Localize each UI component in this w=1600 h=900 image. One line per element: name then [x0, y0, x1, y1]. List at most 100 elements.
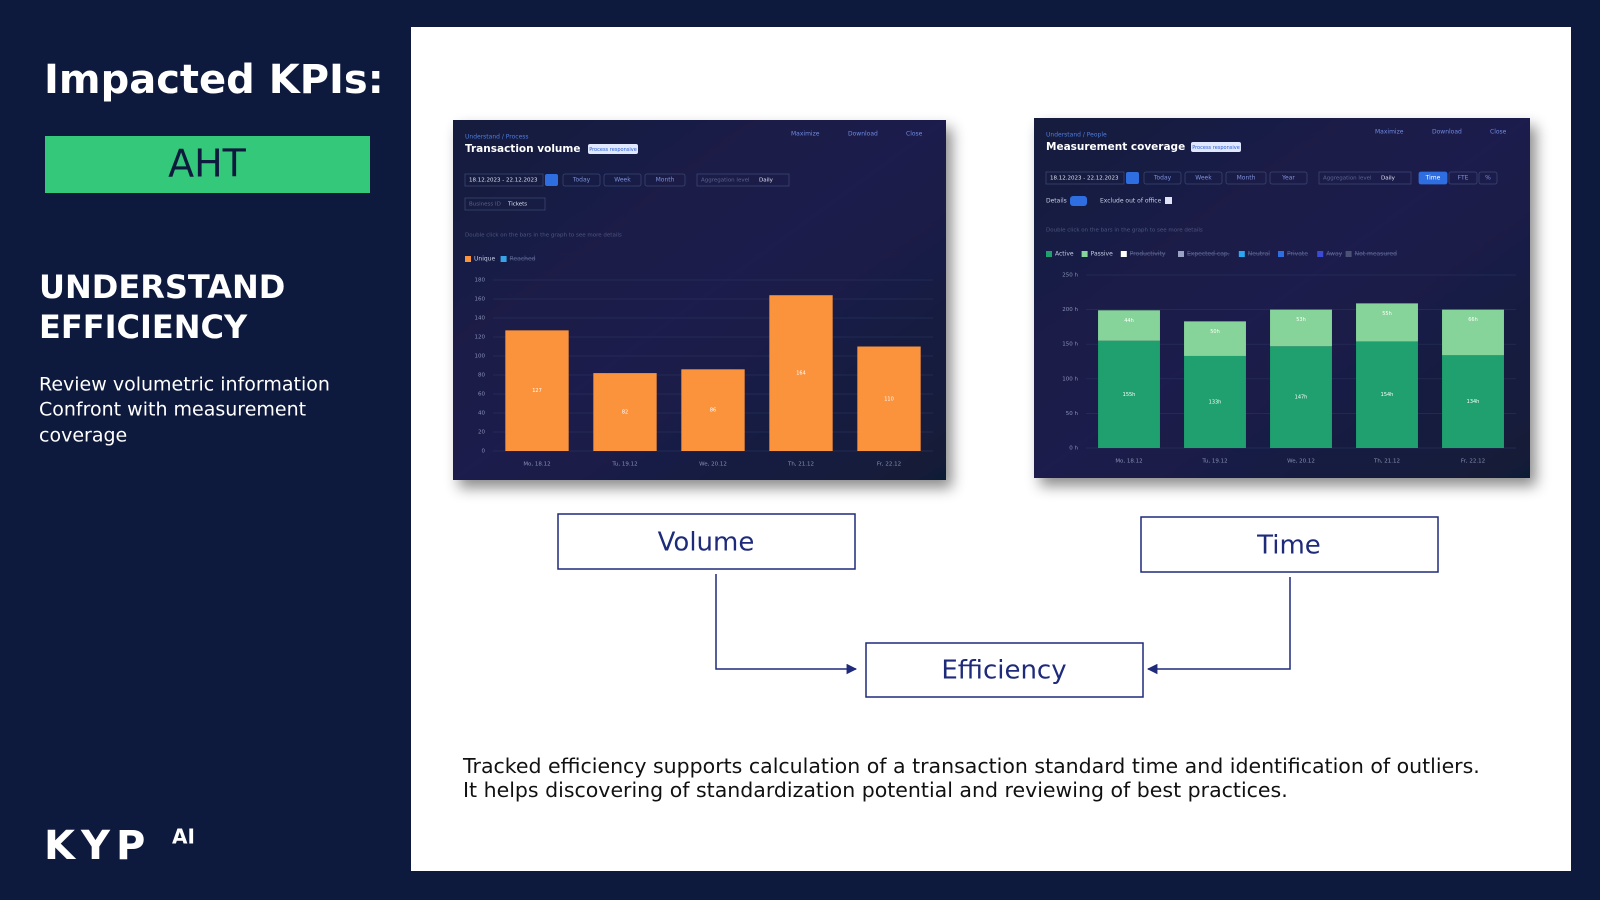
date-range: 18.12.2023 - 22.12.2023: [1050, 176, 1119, 182]
caption: It helps discovering of standardization …: [463, 778, 1288, 802]
flow-node-label: Time: [1256, 531, 1321, 561]
flow-node: [1140, 516, 1439, 573]
y-tick-label: 50 h: [1066, 411, 1079, 417]
range-button: Month: [1237, 175, 1256, 182]
exclude-checkbox: [1165, 197, 1172, 204]
caption: Tracked efficiency supports calculation …: [462, 754, 1480, 778]
flow-arrow: [715, 574, 858, 675]
y-tick-label: 20: [478, 430, 485, 436]
section-title: EFFICIENCY: [39, 308, 248, 346]
value-label: 134h: [1467, 399, 1480, 405]
unit-toggle-box: [1448, 171, 1478, 185]
unit-toggle-box: [1478, 171, 1498, 185]
flow-arrow: [1146, 577, 1291, 675]
y-tick-label: 100: [475, 354, 486, 360]
filter-label: Business ID: [469, 202, 501, 208]
bar: [1270, 309, 1332, 347]
range-button-box: [1143, 171, 1182, 185]
bar: [1098, 340, 1160, 448]
y-tick-label: 120: [475, 335, 486, 341]
legend-label: Neutral: [1248, 251, 1270, 258]
bar: [1184, 321, 1246, 356]
value-label: 110: [884, 396, 894, 402]
aggregation-value: Daily: [1381, 176, 1396, 182]
bar: [1442, 355, 1504, 448]
date-box: [464, 173, 544, 187]
bar: [857, 346, 921, 451]
y-tick-label: 0: [482, 449, 486, 455]
legend-swatch: [1120, 251, 1127, 257]
legend-swatch: [1278, 251, 1284, 257]
body-text: Review volumetric information: [39, 374, 330, 396]
value-label: 55h: [1382, 311, 1392, 317]
y-tick-label: 140: [475, 316, 486, 322]
filter-value: Tickets: [507, 202, 527, 208]
unit-toggle: %: [1485, 175, 1491, 182]
y-tick-label: 250 h: [1062, 273, 1078, 279]
bar: [1356, 303, 1418, 342]
legend-swatch: [1317, 251, 1324, 257]
legend-label: Active: [1055, 251, 1074, 258]
aggregation-label: Aggregation level: [1323, 176, 1372, 182]
widget-action: Download: [848, 131, 878, 138]
y-tick-label: 40: [478, 411, 485, 417]
section-title: UNDERSTAND: [39, 268, 285, 306]
value-label: 127: [532, 388, 542, 394]
x-tick-label: Tu, 19.12: [1201, 459, 1227, 465]
value-label: 86: [710, 408, 716, 414]
bar: [1356, 341, 1418, 448]
x-tick-label: We, 20.12: [1287, 459, 1315, 465]
widget-title: Measurement coverage: [1046, 141, 1185, 153]
legend-swatch: [1178, 251, 1184, 257]
breadcrumb: Understand / Process: [465, 134, 529, 141]
bar: [769, 295, 833, 451]
x-tick-label: Mo, 18.12: [1115, 459, 1142, 465]
value-label: 53h: [1296, 317, 1306, 323]
range-button-box: [1225, 171, 1267, 185]
legend-swatch: [1345, 251, 1352, 257]
value-label: 147h: [1295, 395, 1308, 401]
legend-label: Private: [1287, 251, 1308, 258]
flow-node-label: Volume: [658, 528, 755, 558]
y-tick-label: 150 h: [1062, 342, 1078, 348]
aggregation-box: [696, 173, 790, 187]
filter-box: [464, 197, 546, 211]
value-label: 50h: [1210, 329, 1220, 335]
value-label: 155h: [1123, 392, 1136, 398]
range-button: Year: [1281, 175, 1295, 182]
legend-swatch: [465, 256, 471, 262]
bar: [1270, 346, 1332, 448]
kpi: AHT: [168, 142, 247, 186]
logo: KYP: [44, 823, 151, 869]
legend-swatch: [500, 256, 507, 262]
x-tick-label: Mo, 18.12: [523, 462, 550, 468]
range-button-box: [603, 173, 642, 187]
value-label: 82: [622, 410, 628, 416]
heading: Impacted KPIs:: [44, 57, 384, 103]
x-tick-label: Fr, 22.12: [877, 462, 901, 468]
bar: [681, 369, 745, 451]
y-tick-label: 60: [478, 392, 485, 398]
exclude-label: Exclude out of office: [1100, 198, 1162, 205]
y-tick-label: 180: [475, 278, 486, 284]
x-tick-label: Th, 21.12: [1373, 459, 1400, 465]
value-label: 154h: [1381, 392, 1394, 398]
x-tick-label: Th, 21.12: [787, 462, 814, 468]
range-button: Week: [1195, 175, 1212, 182]
legend-label: Expected cap.: [1187, 251, 1230, 258]
hint: Double click on the bars in the graph to…: [1046, 228, 1203, 234]
flow-node: [557, 513, 856, 570]
body-text: Confront with measurement: [39, 399, 306, 421]
legend-label: Not measured: [1355, 251, 1398, 258]
y-tick-label: 0 h: [1069, 446, 1078, 452]
widget-title: Transaction volume: [465, 143, 580, 155]
range-button: Today: [1153, 175, 1172, 182]
range-button-box: [1184, 171, 1223, 185]
legend-label: Unique: [474, 256, 495, 263]
calendar-button: [1126, 172, 1139, 184]
breadcrumb: Understand / People: [1046, 132, 1107, 139]
kpi-box: [45, 136, 370, 193]
aggregation-value: Daily: [759, 178, 774, 184]
value-label: 164: [796, 371, 806, 377]
